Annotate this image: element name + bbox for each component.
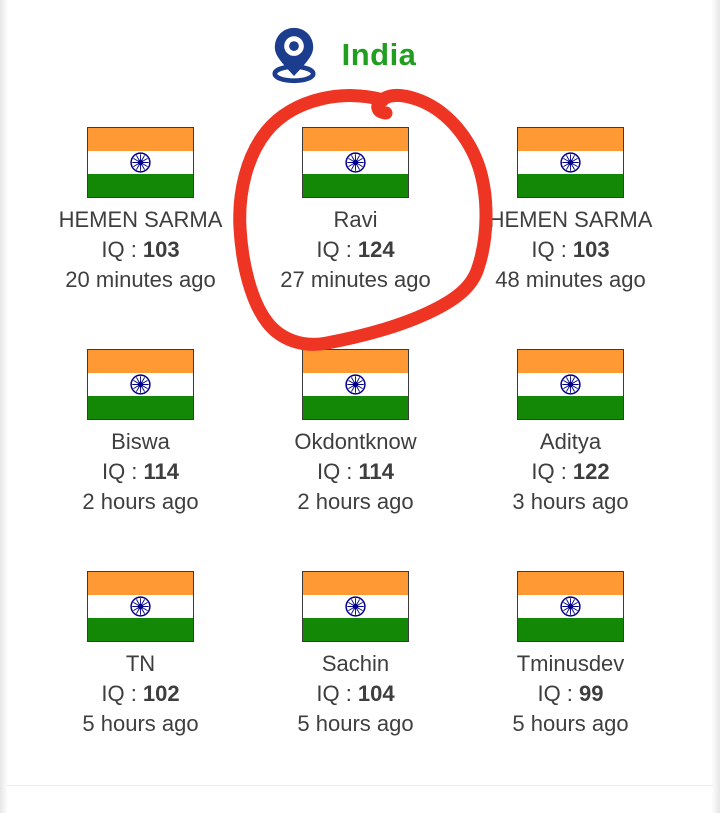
entry-iq-value: 104 <box>357 681 395 706</box>
leaderboard-entry[interactable]: Aditya IQ : 122 3 hours ago <box>463 349 678 571</box>
entry-iq-value: 103 <box>572 237 610 262</box>
entry-name: Biswa <box>111 429 170 454</box>
entry-iq-value: 114 <box>143 459 180 484</box>
leaderboard-entry[interactable]: Tminusdev IQ : 99 5 hours ago <box>463 571 678 793</box>
entry-iq: IQ : 114 <box>316 459 395 484</box>
leaderboard-entry[interactable]: HEMEN SARMA IQ : 103 20 minutes ago <box>33 127 248 349</box>
entry-time: 5 hours ago <box>297 711 414 736</box>
india-flag-icon <box>517 571 624 642</box>
page-edge-shadow-left <box>0 0 8 813</box>
entry-iq-value: 124 <box>357 237 395 262</box>
leaderboard-entry[interactable]: TN IQ : 102 5 hours ago <box>33 571 248 793</box>
entry-iq-value: 114 <box>358 459 395 484</box>
entry-iq: IQ : 114 <box>101 459 180 484</box>
entry-time: 48 minutes ago <box>495 267 646 292</box>
entry-iq-value: 103 <box>142 237 180 262</box>
india-flag-icon <box>302 349 409 420</box>
entry-time: 2 hours ago <box>82 489 199 514</box>
entry-iq-value: 122 <box>572 459 610 484</box>
entry-iq: IQ : 103 <box>101 237 180 262</box>
india-flag-icon <box>87 127 194 198</box>
entry-time: 5 hours ago <box>82 711 199 736</box>
entry-iq-value: 99 <box>579 681 604 706</box>
leaderboard-entry[interactable]: Sachin IQ : 104 5 hours ago <box>248 571 463 793</box>
entry-name: Aditya <box>539 429 602 454</box>
leaderboard-entry[interactable]: Okdontknow IQ : 114 2 hours ago <box>248 349 463 571</box>
entry-name: Sachin <box>321 651 390 676</box>
india-flag-icon <box>87 349 194 420</box>
india-flag-icon <box>302 127 409 198</box>
entry-time: 3 hours ago <box>512 489 629 514</box>
leaderboard-entry[interactable]: Ravi IQ : 124 27 minutes ago <box>248 127 463 349</box>
entry-iq: IQ : 124 <box>316 237 395 262</box>
country-header: India <box>0 24 680 86</box>
india-flag-icon <box>87 571 194 642</box>
entry-name: Okdontknow <box>294 429 417 454</box>
leaderboard-entry[interactable]: HEMEN SARMA IQ : 103 48 minutes ago <box>463 127 678 349</box>
entry-iq: IQ : 104 <box>316 681 395 706</box>
entry-name: TN <box>125 651 156 676</box>
entry-time: 5 hours ago <box>512 711 629 736</box>
entry-name: Tminusdev <box>516 651 625 676</box>
location-pin-icon <box>272 27 316 84</box>
india-flag-icon <box>517 127 624 198</box>
india-flag-icon <box>302 571 409 642</box>
entry-time: 20 minutes ago <box>65 267 216 292</box>
country-title: India <box>341 37 417 72</box>
entry-time: 2 hours ago <box>297 489 414 514</box>
entry-iq: IQ : 122 <box>531 459 610 484</box>
entry-iq: IQ : 99 <box>537 681 604 706</box>
leaderboard-entry[interactable]: Biswa IQ : 114 2 hours ago <box>33 349 248 571</box>
entry-iq: IQ : 102 <box>101 681 180 706</box>
page-edge-shadow-right <box>712 0 720 813</box>
leaderboard-grid: HEMEN SARMA IQ : 103 20 minutes ago Ravi… <box>33 127 678 793</box>
footer-divider <box>7 785 713 786</box>
entry-time: 27 minutes ago <box>280 267 431 292</box>
entry-name: Ravi <box>333 207 378 232</box>
entry-name: HEMEN SARMA <box>58 207 223 232</box>
entry-name: HEMEN SARMA <box>488 207 653 232</box>
india-flag-icon <box>517 349 624 420</box>
entry-iq-value: 102 <box>142 681 180 706</box>
entry-iq: IQ : 103 <box>531 237 610 262</box>
